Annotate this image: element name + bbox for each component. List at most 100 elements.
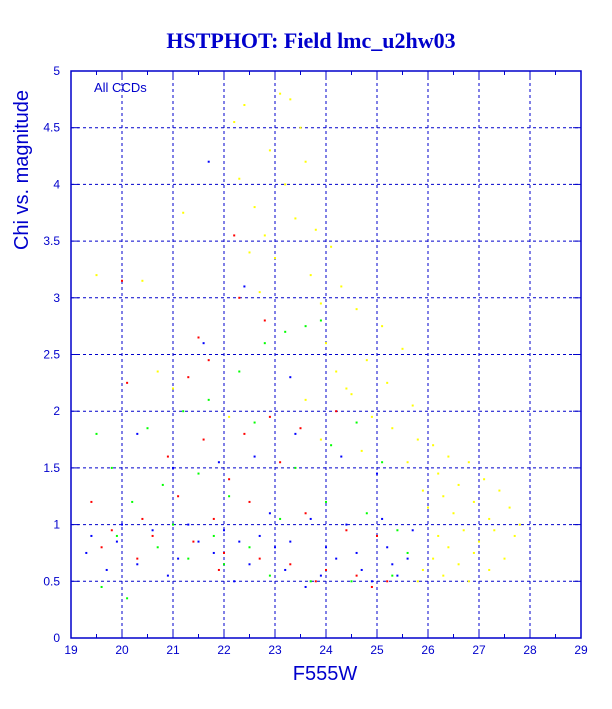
scatter-point	[90, 500, 93, 503]
scatter-point	[100, 585, 103, 588]
scatter-point	[166, 455, 169, 458]
scatter-point	[488, 517, 491, 520]
scatter-point	[248, 546, 251, 549]
scatter-point	[151, 529, 154, 532]
scatter-point	[243, 432, 246, 435]
scatter-point	[207, 398, 210, 401]
scatter-point	[151, 534, 154, 537]
scatter-point	[493, 529, 496, 532]
scatter-point	[330, 245, 333, 248]
scatter-point	[391, 574, 394, 577]
y-tick-label: 4.5	[43, 121, 60, 135]
scatter-point	[447, 455, 450, 458]
scatter-point	[381, 461, 384, 464]
x-tick-label: 19	[64, 643, 78, 657]
scatter-point	[248, 563, 251, 566]
scatter-point	[95, 274, 98, 277]
scatter-point	[187, 523, 190, 526]
scatter-point	[223, 563, 225, 566]
scatter-point	[238, 177, 241, 180]
scatter-point	[304, 398, 307, 401]
scatter-point	[437, 534, 440, 537]
scatter-point	[365, 359, 368, 362]
scatter-point	[299, 126, 302, 129]
scatter-point	[217, 568, 220, 571]
scatter-point	[472, 551, 475, 554]
scatter-point	[498, 489, 501, 492]
scatter-point	[233, 121, 236, 124]
scatter-point	[197, 336, 200, 339]
scatter-point	[416, 580, 419, 583]
x-tick-label: 27	[472, 643, 486, 657]
scatter-point	[421, 489, 424, 492]
scatter-point	[202, 342, 205, 345]
scatter-point	[360, 449, 363, 452]
scatter-point	[309, 517, 312, 520]
scatter-point	[207, 359, 210, 362]
scatter-point	[258, 534, 261, 537]
scatter-point	[335, 557, 338, 560]
scatter-point	[437, 472, 440, 475]
scatter-point	[370, 415, 373, 418]
scatter-point	[325, 546, 327, 549]
scatter-point	[284, 330, 287, 333]
x-tick-label: 28	[523, 643, 537, 657]
scatter-point	[126, 381, 129, 384]
scatter-point	[110, 466, 113, 469]
scatter-point	[156, 546, 159, 549]
scatter-point	[289, 98, 292, 101]
scatter-point	[483, 478, 486, 481]
scatter-point	[202, 438, 205, 441]
scatter-point	[141, 517, 144, 520]
scatter-point	[243, 104, 246, 107]
scatter-points	[85, 92, 521, 600]
x-tick-label: 26	[421, 643, 435, 657]
scatter-point	[325, 568, 327, 571]
scatter-point	[212, 551, 215, 554]
scatter-point	[452, 512, 455, 515]
y-tick-label: 4	[53, 177, 60, 191]
scatter-point	[289, 540, 292, 543]
scatter-point	[319, 302, 322, 305]
scatter-point	[212, 517, 215, 520]
x-tick-label: 20	[115, 643, 129, 657]
scatter-point	[442, 495, 445, 498]
scatter-point	[381, 517, 384, 520]
scatter-point	[457, 563, 460, 566]
scatter-point	[411, 404, 414, 407]
scatter-point	[345, 529, 348, 532]
scatter-point	[238, 296, 241, 299]
scatter-point	[299, 427, 302, 430]
scatter-point	[325, 500, 327, 503]
scatter-point	[258, 291, 261, 294]
scatter-point	[268, 415, 271, 418]
scatter-point	[340, 285, 343, 288]
scatter-point	[345, 523, 348, 526]
scatter-point	[488, 568, 491, 571]
scatter-point	[289, 563, 292, 566]
scatter-point	[187, 557, 190, 560]
scatter-point	[294, 217, 297, 220]
scatter-point	[432, 557, 435, 560]
y-tick-label: 3	[53, 291, 60, 305]
scatter-point	[309, 274, 312, 277]
scatter-point	[136, 563, 139, 566]
x-tick-label: 25	[370, 643, 384, 657]
scatter-point	[370, 580, 373, 583]
scatter-point	[223, 529, 225, 532]
x-axis-label: F555W	[293, 663, 358, 685]
scatter-point	[90, 534, 93, 537]
scatter-point	[177, 495, 180, 498]
scatter-point	[386, 381, 389, 384]
scatter-point	[396, 529, 399, 532]
scatter-point	[207, 160, 210, 163]
scatter-point	[447, 546, 450, 549]
scatter-point	[146, 427, 149, 430]
scatter-point	[319, 319, 322, 322]
scatter-point	[330, 444, 333, 447]
scatter-point	[228, 478, 231, 481]
scatter-point	[182, 211, 185, 214]
scatter-point	[166, 574, 169, 577]
scatter-point	[284, 183, 287, 186]
scatter-point	[319, 574, 322, 577]
